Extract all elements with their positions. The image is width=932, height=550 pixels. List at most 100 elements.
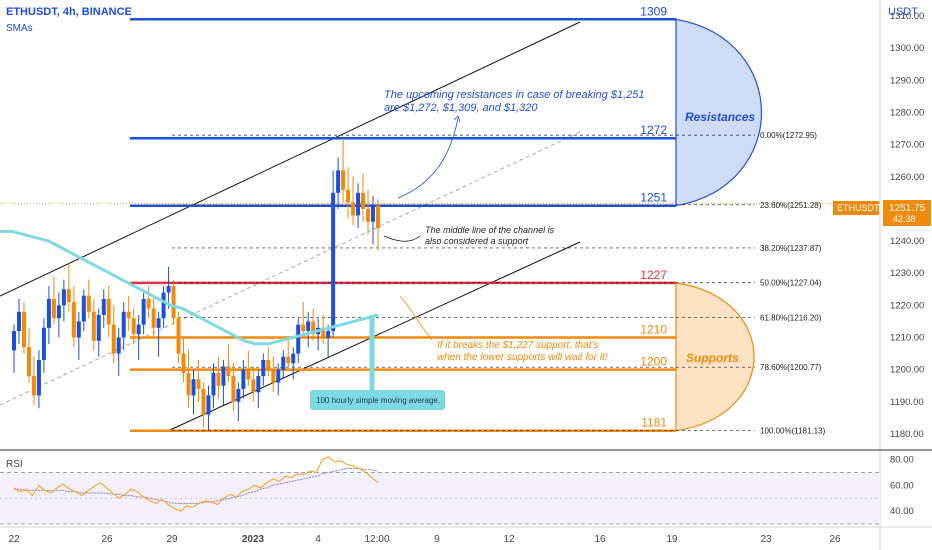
resistances-note-line2: are $1,272, $1,309, and $1,320 bbox=[384, 102, 538, 114]
candle-body bbox=[91, 311, 96, 341]
candle-body bbox=[336, 170, 341, 193]
y-tick-label: 1290.00 bbox=[890, 75, 924, 86]
candle-body bbox=[366, 208, 371, 222]
candle-body bbox=[36, 360, 41, 396]
level-label-1227: 1227 bbox=[640, 268, 667, 282]
candle-body bbox=[166, 286, 171, 293]
candle-body bbox=[321, 327, 326, 338]
channel-middle-line bbox=[0, 131, 581, 406]
sma-note-box bbox=[310, 390, 445, 410]
candle-body bbox=[56, 305, 61, 319]
rsi-panel: 40.00 60.00 80.00 bbox=[0, 454, 914, 525]
symbol-title: ETHUSDT, 4h, BINANCE bbox=[6, 6, 132, 18]
y-tick-label: 1190.00 bbox=[890, 397, 924, 408]
level-label-1210: 1210 bbox=[640, 323, 667, 337]
resistances-title: Resistances bbox=[685, 110, 755, 124]
candle-body bbox=[226, 366, 231, 377]
rsi-label: RSI bbox=[6, 459, 23, 470]
candle-body bbox=[361, 192, 366, 209]
x-tick-label: 29 bbox=[166, 534, 178, 545]
candle-body bbox=[181, 353, 186, 373]
x-tick-label: 9 bbox=[434, 534, 440, 545]
currency-label: USDT bbox=[888, 6, 918, 18]
sma-note: 100 hourly simple moving average. bbox=[316, 396, 440, 405]
supports-zone bbox=[675, 282, 755, 432]
candle-body bbox=[376, 205, 380, 229]
candle-body bbox=[306, 321, 311, 332]
fib-label: 23.60%(1251.28) bbox=[760, 201, 822, 210]
candle-body bbox=[161, 292, 166, 319]
rsi-y-tick-label: 80.00 bbox=[890, 454, 914, 465]
candle-body bbox=[41, 327, 46, 360]
resistances-note-arrow bbox=[397, 117, 459, 199]
price-tag-price: 1251.75 bbox=[889, 203, 926, 214]
candle-body bbox=[231, 376, 236, 402]
supports-title: Supports bbox=[686, 351, 739, 365]
candle-body bbox=[371, 205, 376, 222]
price-tag-countdown: 42:38 bbox=[893, 214, 916, 224]
candle-body bbox=[66, 289, 71, 303]
price-tag-box bbox=[883, 200, 931, 226]
sma-layer bbox=[0, 229, 379, 390]
y-tick-label: 1200.00 bbox=[890, 365, 924, 376]
level-label-1272: 1272 bbox=[640, 123, 667, 137]
level-label-1200: 1200 bbox=[640, 355, 667, 369]
candle-body bbox=[86, 295, 91, 312]
candle-body bbox=[46, 298, 51, 328]
supports-note-arrow bbox=[399, 295, 433, 341]
candle-body bbox=[351, 202, 356, 216]
sma-line bbox=[0, 229, 379, 346]
fib-label: 100.00%(1181.13) bbox=[760, 426, 826, 435]
candle-body bbox=[191, 379, 196, 396]
candle-body bbox=[326, 331, 331, 338]
y-tick-label: 1220.00 bbox=[890, 300, 924, 311]
candle-body bbox=[51, 298, 56, 319]
candle-body bbox=[156, 318, 161, 328]
candle-body bbox=[126, 311, 131, 319]
y-tick-label: 1260.00 bbox=[890, 172, 924, 183]
y-tick-label: 1240.00 bbox=[890, 236, 924, 247]
candle-body bbox=[196, 379, 201, 389]
fib-label: 61.80%(1216.20) bbox=[760, 314, 822, 323]
x-tick-label: 22 bbox=[8, 534, 20, 545]
candle-body bbox=[211, 372, 216, 396]
candle-body bbox=[71, 302, 76, 338]
supports-note-line2: when the lower supports will wait for it… bbox=[437, 352, 608, 363]
candle-body bbox=[261, 360, 266, 377]
candle-body bbox=[206, 395, 211, 415]
candle-body bbox=[241, 369, 246, 389]
candle-body bbox=[346, 189, 351, 203]
candle-body bbox=[311, 321, 316, 335]
candle-body bbox=[76, 321, 81, 338]
candle-body bbox=[356, 192, 361, 216]
candle-body bbox=[246, 369, 251, 380]
zones-layer bbox=[675, 18, 763, 432]
candle-body bbox=[96, 315, 101, 341]
candle-body bbox=[221, 366, 226, 386]
middle-line-note-line1: The middle line of the channel is bbox=[425, 225, 555, 235]
candle-body bbox=[136, 324, 141, 335]
channel-upper-line bbox=[0, 21, 581, 297]
supports-note-line1: If it breaks the $1,227 support, that's bbox=[437, 340, 598, 351]
middle-line-note-line2: also considered a support bbox=[425, 236, 529, 246]
x-tick-label: 12:00 bbox=[364, 534, 389, 545]
candle-body bbox=[341, 170, 346, 190]
candle-body bbox=[116, 337, 121, 354]
level-label-1181: 1181 bbox=[641, 416, 667, 430]
y-tick-label: 1180.00 bbox=[890, 429, 924, 440]
x-tick-label: 26 bbox=[101, 534, 113, 545]
candle-body bbox=[146, 298, 151, 309]
resistances-note-arrowhead bbox=[453, 115, 461, 123]
candle-body bbox=[16, 311, 21, 332]
rsi-y-tick-label: 60.00 bbox=[890, 480, 914, 491]
candle-body bbox=[186, 372, 191, 396]
candle-body bbox=[121, 311, 126, 338]
resistances-note-line1: The upcoming resistances in case of brea… bbox=[384, 89, 645, 101]
candle-body bbox=[251, 379, 256, 393]
candle-body bbox=[271, 369, 276, 383]
x-tick-label: 19 bbox=[666, 534, 678, 545]
candles-layer bbox=[12, 138, 380, 431]
y-tick-label: 1310.00 bbox=[890, 11, 924, 22]
